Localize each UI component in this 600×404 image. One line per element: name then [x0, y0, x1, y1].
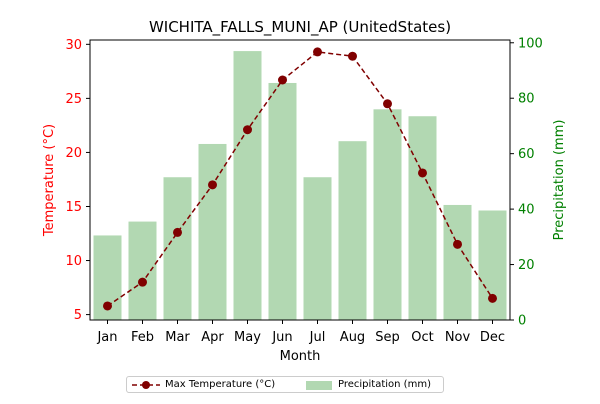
right-tick-label: 0 — [518, 314, 526, 329]
x-tick-label: May — [234, 330, 261, 345]
precipitation-bar-aug — [338, 141, 367, 320]
temperature-point-jul — [313, 47, 322, 57]
left-tick-label: 30 — [65, 38, 82, 53]
temperature-point-jan — [103, 301, 112, 311]
x-tick-label: Jan — [96, 330, 117, 345]
right-y-axis: 0 20 40 60 80 100 — [510, 36, 543, 329]
x-tick-label: Nov — [445, 330, 471, 345]
right-tick-label: 20 — [518, 258, 535, 273]
left-tick-label: 10 — [65, 254, 82, 269]
temperature-point-dec — [488, 293, 497, 303]
left-tick-label: 25 — [65, 92, 82, 107]
temperature-point-may — [243, 125, 252, 135]
right-tick-label: 40 — [518, 203, 535, 218]
precipitation-bar-oct — [408, 116, 437, 320]
temperature-point-sep — [383, 99, 392, 109]
temperature-point-nov — [453, 239, 462, 249]
temperature-line-path — [107, 51, 494, 307]
temperature-point-aug — [348, 51, 357, 61]
x-tick-label: Dec — [480, 330, 505, 345]
x-axis: Jan Feb Mar Apr May Jun Jul Aug Sep Oct Nov Dec — [96, 320, 505, 345]
precipitation-bar-feb — [128, 221, 157, 320]
precipitation-bar-apr — [198, 143, 227, 320]
legend: Max Temperature (°C) Precipitation (mm) — [126, 376, 444, 393]
temperature-point-jun — [278, 75, 287, 85]
x-tick-label: Mar — [165, 330, 190, 345]
left-tick-label: 20 — [65, 146, 82, 161]
chart-title: WICHITA_FALLS_MUNI_AP (UnitedStates) — [149, 18, 451, 37]
x-tick-label: Aug — [340, 330, 365, 345]
precipitation-bar-may — [233, 51, 262, 320]
precipitation-bar-jul — [303, 177, 332, 320]
legend-line-marker-icon — [132, 381, 160, 389]
legend-bar-swatch-icon — [306, 381, 332, 390]
right-tick-label: 60 — [518, 147, 535, 162]
temperature-point-apr — [208, 180, 217, 190]
x-tick-label: Jun — [271, 330, 292, 345]
temperature-point-feb — [138, 277, 147, 287]
right-tick-label: 100 — [518, 36, 543, 51]
x-axis-label: Month — [280, 349, 321, 364]
x-tick-label: Sep — [375, 330, 400, 345]
precipitation-bars — [93, 51, 507, 320]
precipitation-bar-sep — [373, 109, 402, 320]
left-tick-label: 15 — [65, 200, 82, 215]
plot-area — [89, 39, 511, 321]
precipitation-bar-dec — [478, 210, 507, 320]
x-tick-label: Oct — [411, 330, 433, 345]
x-tick-label: Apr — [201, 330, 224, 345]
temperature-point-oct — [418, 168, 427, 178]
x-tick-label: Feb — [131, 330, 154, 345]
temperature-point-mar — [173, 227, 182, 237]
right-y-axis-label: Precipitation (mm) — [552, 120, 567, 241]
legend-label-temperature: Max Temperature (°C) — [165, 379, 276, 390]
precipitation-bar-jun — [268, 82, 297, 320]
legend-label-precipitation: Precipitation (mm) — [338, 379, 431, 390]
left-y-axis-label: Temperature (°C) — [42, 124, 57, 237]
left-y-axis: 5 10 15 20 25 30 — [65, 38, 90, 323]
left-tick-label: 5 — [74, 308, 82, 323]
right-tick-label: 80 — [518, 92, 535, 107]
temperature-line — [103, 47, 497, 311]
x-tick-label: Jul — [309, 330, 326, 345]
precipitation-bar-mar — [163, 177, 192, 320]
precipitation-bar-nov — [443, 204, 472, 320]
